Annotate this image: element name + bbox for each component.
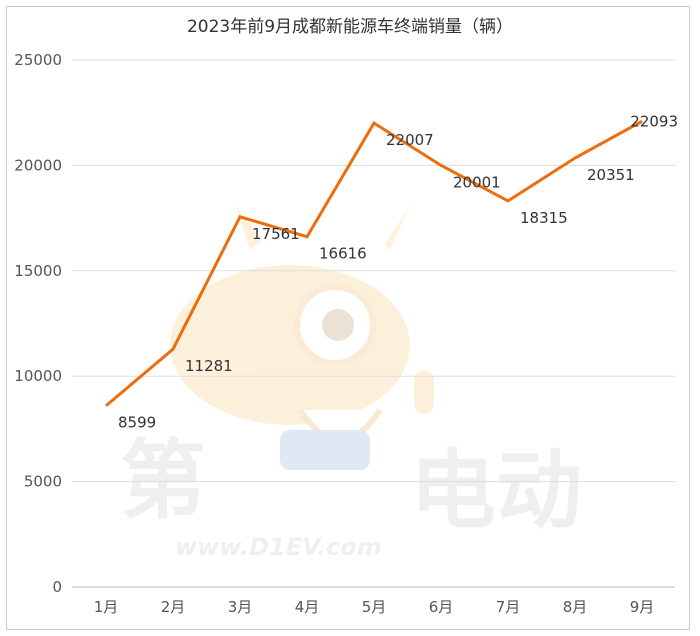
data-label: 16616 <box>319 245 367 263</box>
data-label: 18315 <box>520 209 568 227</box>
data-label: 22093 <box>630 112 678 130</box>
data-label: 11281 <box>185 357 233 375</box>
y-axis-tick-labels: 0 5000 10000 15000 20000 25000 <box>14 51 62 596</box>
y-tick-label: 15000 <box>14 262 62 280</box>
y-tick-label: 25000 <box>14 51 62 69</box>
y-gridlines <box>72 59 675 588</box>
data-label: 20001 <box>453 173 501 191</box>
y-tick-label: 5000 <box>24 473 62 491</box>
x-tick-label: 1月 <box>94 598 119 616</box>
data-label: 8599 <box>118 414 156 432</box>
watermark-brand-part2: 电动 <box>410 441 582 541</box>
chart-title: 2023年前9月成都新能源车终端销量（辆） <box>186 17 514 37</box>
data-label: 17561 <box>252 225 300 243</box>
x-tick-label: 8月 <box>563 598 588 616</box>
y-tick-label: 20000 <box>14 156 62 174</box>
series-line <box>105 119 643 407</box>
y-tick-label: 0 <box>52 578 62 596</box>
data-labels: 8599 11281 17561 16616 22007 20001 18315 20351 2… <box>118 112 678 431</box>
x-tick-label: 4月 <box>295 598 320 616</box>
data-label: 20351 <box>587 166 635 184</box>
x-tick-label: 6月 <box>429 598 454 616</box>
y-tick-label: 10000 <box>14 367 62 385</box>
chart-frame <box>6 6 690 630</box>
watermark: 第 电动 www.D1EV.com <box>120 205 582 561</box>
x-axis-tick-labels: 1月 2月 3月 4月 5月 6月 7月 8月 9月 <box>94 598 655 616</box>
x-tick-label: 3月 <box>228 598 253 616</box>
x-tick-label: 9月 <box>630 598 655 616</box>
x-tick-label: 7月 <box>496 598 521 616</box>
data-label: 22007 <box>386 131 434 149</box>
mascot-logo <box>170 205 434 470</box>
watermark-brand-part1: 第 <box>120 431 206 531</box>
watermark-url: www.D1EV.com <box>175 533 382 561</box>
series-polyline <box>105 119 643 407</box>
x-tick-label: 5月 <box>362 598 387 616</box>
x-tick-label: 2月 <box>161 598 186 616</box>
